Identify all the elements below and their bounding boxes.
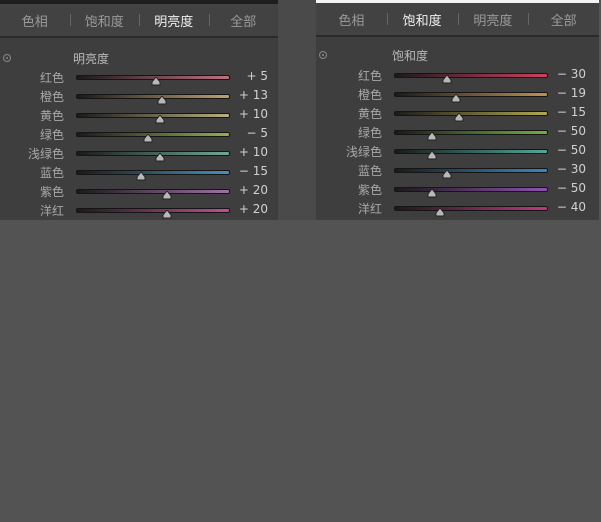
slider-label: 洋红: [357, 202, 382, 216]
slider-value[interactable]: − 19: [556, 86, 586, 100]
slider-thumb[interactable]: [151, 71, 161, 86]
slider-thumb[interactable]: [155, 147, 165, 162]
slider-track[interactable]: [394, 73, 548, 78]
tab-bar: 色相 饱和度 明亮度 全部: [316, 3, 599, 37]
slider-value[interactable]: + 10: [238, 107, 268, 121]
slider-label: 橙色: [39, 90, 64, 104]
slider-value[interactable]: + 20: [238, 183, 268, 197]
slider-value[interactable]: − 50: [556, 181, 586, 195]
tab-2[interactable]: 明亮度: [457, 10, 529, 29]
slider-row: 紫色 − 50: [316, 180, 599, 199]
target-adjust-icon[interactable]: [3, 54, 11, 62]
slider-label: 洋红: [39, 204, 64, 218]
slider-row: 浅绿色 + 10: [0, 144, 278, 163]
slider-value[interactable]: − 40: [556, 200, 586, 214]
slider-row: 绿色 − 50: [316, 123, 599, 142]
slider-value[interactable]: + 20: [238, 202, 268, 216]
slider-row: 红色 + 5: [0, 68, 278, 87]
tab-3[interactable]: 全部: [528, 10, 599, 29]
slider-thumb[interactable]: [454, 107, 464, 122]
hsl-panel-luminance: 色相 饱和度 明亮度 全部 明亮度 红色 + 5 橙色 + 13 黄色 + 10 绿色 − 5 浅绿色 + …: [0, 0, 278, 220]
slider-row: 洋红 + 20: [0, 201, 278, 220]
slider-track[interactable]: [76, 208, 230, 213]
slider-thumb[interactable]: [435, 202, 445, 217]
slider-track[interactable]: [394, 168, 548, 173]
slider-track[interactable]: [76, 151, 230, 156]
hsl-panel-saturation: 色相 饱和度 明亮度 全部 饱和度 红色 − 30 橙色 − 19 黄色 − 15 绿色 − 50 浅绿色…: [316, 0, 599, 220]
tab-1[interactable]: 饱和度: [69, 11, 140, 30]
slider-value[interactable]: − 15: [556, 105, 586, 119]
slider-value[interactable]: + 5: [246, 69, 268, 83]
slider-row: 黄色 − 15: [316, 104, 599, 123]
slider-value[interactable]: − 30: [556, 162, 586, 176]
slider-thumb[interactable]: [442, 164, 452, 179]
slider-track[interactable]: [76, 132, 230, 137]
section-title: 明亮度: [73, 52, 110, 66]
slider-row: 绿色 − 5: [0, 125, 278, 144]
slider-label: 黄色: [39, 109, 64, 123]
slider-row: 橙色 + 13: [0, 87, 278, 106]
slider-track[interactable]: [394, 92, 548, 97]
slider-track[interactable]: [394, 149, 548, 154]
slider-row: 浅绿色 − 50: [316, 142, 599, 161]
slider-track[interactable]: [76, 189, 230, 194]
slider-thumb[interactable]: [427, 183, 437, 198]
slider-thumb[interactable]: [157, 90, 167, 105]
tab-bar: 色相 饱和度 明亮度 全部: [0, 4, 278, 38]
slider-thumb[interactable]: [162, 204, 172, 219]
slider-label: 蓝色: [357, 164, 382, 178]
slider-thumb[interactable]: [143, 128, 153, 143]
slider-thumb[interactable]: [427, 126, 437, 141]
slider-label: 橙色: [357, 88, 382, 102]
slider-track[interactable]: [394, 206, 548, 211]
section-title: 饱和度: [392, 49, 429, 63]
slider-label: 紫色: [39, 185, 64, 199]
slider-thumb[interactable]: [427, 145, 437, 160]
slider-thumb[interactable]: [451, 88, 461, 103]
slider-row: 黄色 + 10: [0, 106, 278, 125]
slider-track[interactable]: [394, 111, 548, 116]
slider-track[interactable]: [394, 130, 548, 135]
slider-row: 紫色 + 20: [0, 182, 278, 201]
slider-value[interactable]: − 50: [556, 124, 586, 138]
tab-0[interactable]: 色相: [338, 13, 365, 29]
slider-thumb[interactable]: [162, 185, 172, 200]
slider-label: 浅绿色: [27, 147, 64, 161]
tab-2[interactable]: 明亮度: [139, 11, 209, 30]
slider-row: 蓝色 − 30: [316, 161, 599, 180]
slider-row: 红色 − 30: [316, 66, 599, 85]
slider-value[interactable]: + 13: [238, 88, 268, 102]
slider-value[interactable]: − 30: [556, 67, 586, 81]
slider-label: 绿色: [39, 128, 64, 142]
slider-row: 洋红 − 40: [316, 199, 599, 218]
slider-label: 紫色: [357, 183, 382, 197]
slider-value[interactable]: − 15: [238, 164, 268, 178]
slider-row: 橙色 − 19: [316, 85, 599, 104]
slider-label: 红色: [357, 69, 382, 83]
slider-track[interactable]: [76, 113, 230, 118]
slider-label: 绿色: [357, 126, 382, 140]
slider-track[interactable]: [76, 75, 230, 80]
slider-value[interactable]: − 5: [246, 126, 268, 140]
tab-0[interactable]: 色相: [21, 14, 48, 30]
slider-label: 浅绿色: [345, 145, 382, 159]
panel-gap: [278, 0, 316, 220]
slider-track[interactable]: [394, 187, 548, 192]
slider-track[interactable]: [76, 170, 230, 175]
slider-label: 黄色: [357, 107, 382, 121]
slider-label: 红色: [39, 71, 64, 85]
tab-3[interactable]: 全部: [208, 11, 279, 30]
slider-label: 蓝色: [39, 166, 64, 180]
slider-value[interactable]: + 10: [238, 145, 268, 159]
slider-row: 蓝色 − 15: [0, 163, 278, 182]
slider-thumb[interactable]: [155, 109, 165, 124]
slider-thumb[interactable]: [136, 166, 146, 181]
target-adjust-icon[interactable]: [319, 51, 327, 59]
slider-thumb[interactable]: [442, 69, 452, 84]
slider-track[interactable]: [76, 94, 230, 99]
tab-1[interactable]: 饱和度: [386, 10, 458, 29]
slider-value[interactable]: − 50: [556, 143, 586, 157]
